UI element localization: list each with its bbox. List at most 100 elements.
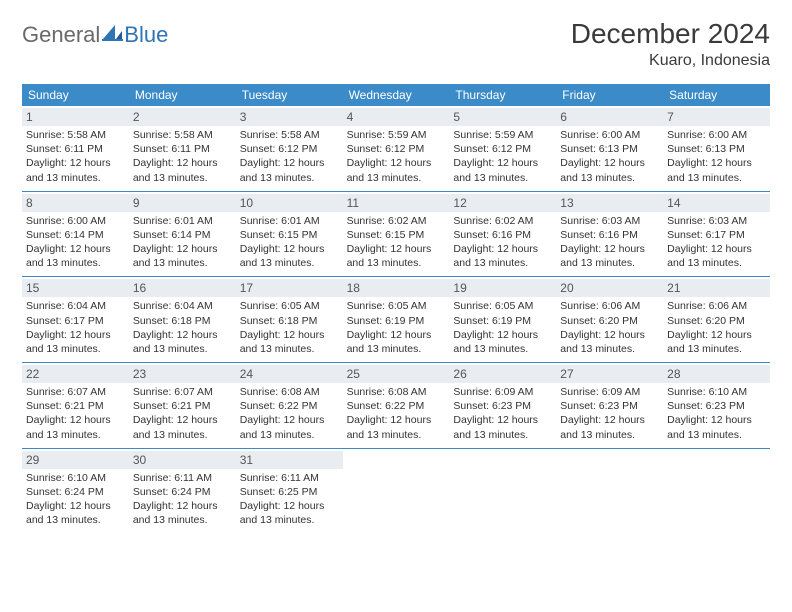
day-details: Sunrise: 6:04 AMSunset: 6:17 PMDaylight:… <box>26 299 125 356</box>
day-number: 25 <box>343 365 450 383</box>
month-title: December 2024 <box>571 18 770 50</box>
week-row: 22Sunrise: 6:07 AMSunset: 6:21 PMDayligh… <box>22 363 770 449</box>
day-cell: 2Sunrise: 5:58 AMSunset: 6:11 PMDaylight… <box>129 106 236 191</box>
weekday-header: Monday <box>129 84 236 106</box>
day-details: Sunrise: 6:05 AMSunset: 6:19 PMDaylight:… <box>453 299 552 356</box>
day-number: 2 <box>129 108 236 126</box>
day-cell: 9 Sunrise: 6:01 AMSunset: 6:14 PMDaylight… <box>129 192 236 277</box>
day-cell: 1Sunrise: 5:58 AMSunset: 6:11 PMDaylight… <box>22 106 129 191</box>
day-cell: 15 Sunrise: 6:04 AMSunset: 6:17 PMDayligh… <box>22 277 129 362</box>
day-number: 28 <box>663 365 770 383</box>
day-number: 5 <box>449 108 556 126</box>
day-number: 1 <box>22 108 129 126</box>
day-details: Sunrise: 6:09 AMSunset: 6:23 PMDaylight:… <box>453 385 552 442</box>
day-number: 31 <box>236 451 343 469</box>
day-details: Sunrise: 6:06 AMSunset: 6:20 PMDaylight:… <box>667 299 766 356</box>
day-cell: 24 Sunrise: 6:08 AMSunset: 6:22 PMDayligh… <box>236 363 343 448</box>
day-cell: 23 Sunrise: 6:07 AMSunset: 6:21 PMDayligh… <box>129 363 236 448</box>
day-cell: 30 Sunrise: 6:11 AMSunset: 6:24 PMDayligh… <box>129 449 236 534</box>
day-cell: 26 Sunrise: 6:09 AMSunset: 6:23 PMDayligh… <box>449 363 556 448</box>
day-details: Sunrise: 6:09 AMSunset: 6:23 PMDaylight:… <box>560 385 659 442</box>
weekday-header: Thursday <box>449 84 556 106</box>
day-details: Sunrise: 5:59 AMSunset: 6:12 PMDaylight:… <box>347 128 446 185</box>
day-number: 11 <box>343 194 450 212</box>
day-details: Sunrise: 6:00 AMSunset: 6:14 PMDaylight:… <box>26 214 125 271</box>
day-number: 23 <box>129 365 236 383</box>
day-cell: 18 Sunrise: 6:05 AMSunset: 6:19 PMDayligh… <box>343 277 450 362</box>
day-number: 6 <box>556 108 663 126</box>
day-number: 26 <box>449 365 556 383</box>
logo: General Blue <box>22 18 168 48</box>
day-details: Sunrise: 6:04 AMSunset: 6:18 PMDaylight:… <box>133 299 232 356</box>
day-number: 12 <box>449 194 556 212</box>
day-cell: 10 Sunrise: 6:01 AMSunset: 6:15 PMDayligh… <box>236 192 343 277</box>
day-details: Sunrise: 6:01 AMSunset: 6:15 PMDaylight:… <box>240 214 339 271</box>
day-details: Sunrise: 6:05 AMSunset: 6:18 PMDaylight:… <box>240 299 339 356</box>
day-details: Sunrise: 6:07 AMSunset: 6:21 PMDaylight:… <box>133 385 232 442</box>
logo-word-general: General <box>22 22 100 48</box>
day-cell: 13 Sunrise: 6:03 AMSunset: 6:16 PMDayligh… <box>556 192 663 277</box>
day-cell: 7 Sunrise: 6:00 AMSunset: 6:13 PMDaylight… <box>663 106 770 191</box>
day-details: Sunrise: 6:01 AMSunset: 6:14 PMDaylight:… <box>133 214 232 271</box>
day-details: Sunrise: 6:02 AMSunset: 6:15 PMDaylight:… <box>347 214 446 271</box>
day-number: 10 <box>236 194 343 212</box>
weekday-header-row: SundayMondayTuesdayWednesdayThursdayFrid… <box>22 84 770 106</box>
day-details: Sunrise: 5:59 AMSunset: 6:12 PMDaylight:… <box>453 128 552 185</box>
day-number: 27 <box>556 365 663 383</box>
day-cell: 28Sunrise: 6:10 AMSunset: 6:23 PMDayligh… <box>663 363 770 448</box>
day-cell <box>343 449 450 534</box>
day-cell: 6Sunrise: 6:00 AMSunset: 6:13 PMDaylight… <box>556 106 663 191</box>
day-cell: 14Sunrise: 6:03 AMSunset: 6:17 PMDayligh… <box>663 192 770 277</box>
day-number: 24 <box>236 365 343 383</box>
day-number: 15 <box>22 279 129 297</box>
day-number: 4 <box>343 108 450 126</box>
day-details: Sunrise: 6:08 AMSunset: 6:22 PMDaylight:… <box>240 385 339 442</box>
day-details: Sunrise: 6:05 AMSunset: 6:19 PMDaylight:… <box>347 299 446 356</box>
day-cell: 25 Sunrise: 6:08 AMSunset: 6:22 PMDayligh… <box>343 363 450 448</box>
day-cell: 11 Sunrise: 6:02 AMSunset: 6:15 PMDayligh… <box>343 192 450 277</box>
day-number: 29 <box>22 451 129 469</box>
calendar: SundayMondayTuesdayWednesdayThursdayFrid… <box>22 84 770 533</box>
day-cell: 12Sunrise: 6:02 AMSunset: 6:16 PMDayligh… <box>449 192 556 277</box>
weekday-header: Friday <box>556 84 663 106</box>
day-cell: 4 Sunrise: 5:59 AMSunset: 6:12 PMDaylight… <box>343 106 450 191</box>
day-details: Sunrise: 6:03 AMSunset: 6:16 PMDaylight:… <box>560 214 659 271</box>
location: Kuaro, Indonesia <box>571 52 770 70</box>
day-details: Sunrise: 6:11 AMSunset: 6:24 PMDaylight:… <box>133 471 232 528</box>
title-block: December 2024 Kuaro, Indonesia <box>571 18 770 70</box>
week-row: 1Sunrise: 5:58 AMSunset: 6:11 PMDaylight… <box>22 106 770 192</box>
day-number: 16 <box>129 279 236 297</box>
weekday-header: Tuesday <box>236 84 343 106</box>
day-number: 30 <box>129 451 236 469</box>
day-number: 7 <box>663 108 770 126</box>
week-row: 29Sunrise: 6:10 AMSunset: 6:24 PMDayligh… <box>22 449 770 534</box>
day-details: Sunrise: 6:00 AMSunset: 6:13 PMDaylight:… <box>667 128 766 185</box>
weeks-container: 1Sunrise: 5:58 AMSunset: 6:11 PMDaylight… <box>22 106 770 533</box>
day-number: 19 <box>449 279 556 297</box>
day-cell: 20 Sunrise: 6:06 AMSunset: 6:20 PMDayligh… <box>556 277 663 362</box>
day-details: Sunrise: 6:06 AMSunset: 6:20 PMDaylight:… <box>560 299 659 356</box>
day-cell: 22Sunrise: 6:07 AMSunset: 6:21 PMDayligh… <box>22 363 129 448</box>
day-number: 13 <box>556 194 663 212</box>
week-row: 8 Sunrise: 6:00 AMSunset: 6:14 PMDaylight… <box>22 192 770 278</box>
day-number: 20 <box>556 279 663 297</box>
day-cell: 3 Sunrise: 5:58 AMSunset: 6:12 PMDaylight… <box>236 106 343 191</box>
day-number: 18 <box>343 279 450 297</box>
day-number: 8 <box>22 194 129 212</box>
day-cell: 19 Sunrise: 6:05 AMSunset: 6:19 PMDayligh… <box>449 277 556 362</box>
weekday-header: Sunday <box>22 84 129 106</box>
header: General Blue December 2024 Kuaro, Indone… <box>22 18 770 70</box>
day-details: Sunrise: 5:58 AMSunset: 6:12 PMDaylight:… <box>240 128 339 185</box>
day-cell: 17Sunrise: 6:05 AMSunset: 6:18 PMDayligh… <box>236 277 343 362</box>
day-number: 9 <box>129 194 236 212</box>
weekday-header: Wednesday <box>343 84 450 106</box>
weekday-header: Saturday <box>663 84 770 106</box>
day-cell: 5 Sunrise: 5:59 AMSunset: 6:12 PMDaylight… <box>449 106 556 191</box>
day-details: Sunrise: 6:11 AMSunset: 6:25 PMDaylight:… <box>240 471 339 528</box>
day-number: 21 <box>663 279 770 297</box>
day-details: Sunrise: 6:08 AMSunset: 6:22 PMDaylight:… <box>347 385 446 442</box>
day-details: Sunrise: 6:07 AMSunset: 6:21 PMDaylight:… <box>26 385 125 442</box>
day-number: 3 <box>236 108 343 126</box>
day-cell: 31 Sunrise: 6:11 AMSunset: 6:25 PMDayligh… <box>236 449 343 534</box>
logo-word-blue: Blue <box>124 22 168 48</box>
